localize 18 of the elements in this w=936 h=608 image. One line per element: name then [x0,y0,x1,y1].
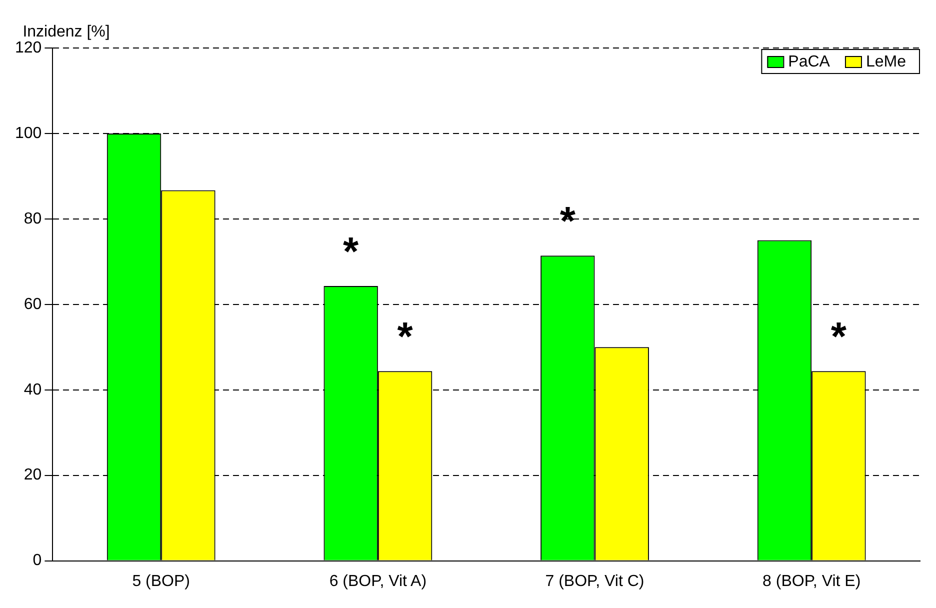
annotation: * [830,315,847,360]
legend-label: PaCA [788,53,830,70]
y-axis-title: Inzidenz [%] [22,23,110,40]
annotation: * [560,200,576,244]
y-tick-label: 120 [14,39,42,56]
legend-label: LeMe [866,53,906,70]
y-tick-label: 80 [24,210,42,228]
x-tick-label: 8 (BOP, Vit E) [762,572,861,590]
y-tick-label: 40 [24,381,42,398]
y-tick-label: 0 [32,552,42,570]
x-tick-label: 6 (BOP, Vit A) [329,572,427,590]
x-tick-label: 7 (BOP, Vit C) [545,572,644,590]
annotation: * [397,315,414,360]
y-tick-label: 20 [24,466,42,484]
y-tick-label: 60 [24,296,42,313]
annotation: * [343,230,360,274]
x-tick-label: 5 (BOP) [132,572,190,590]
y-tick-label: 100 [14,124,42,142]
